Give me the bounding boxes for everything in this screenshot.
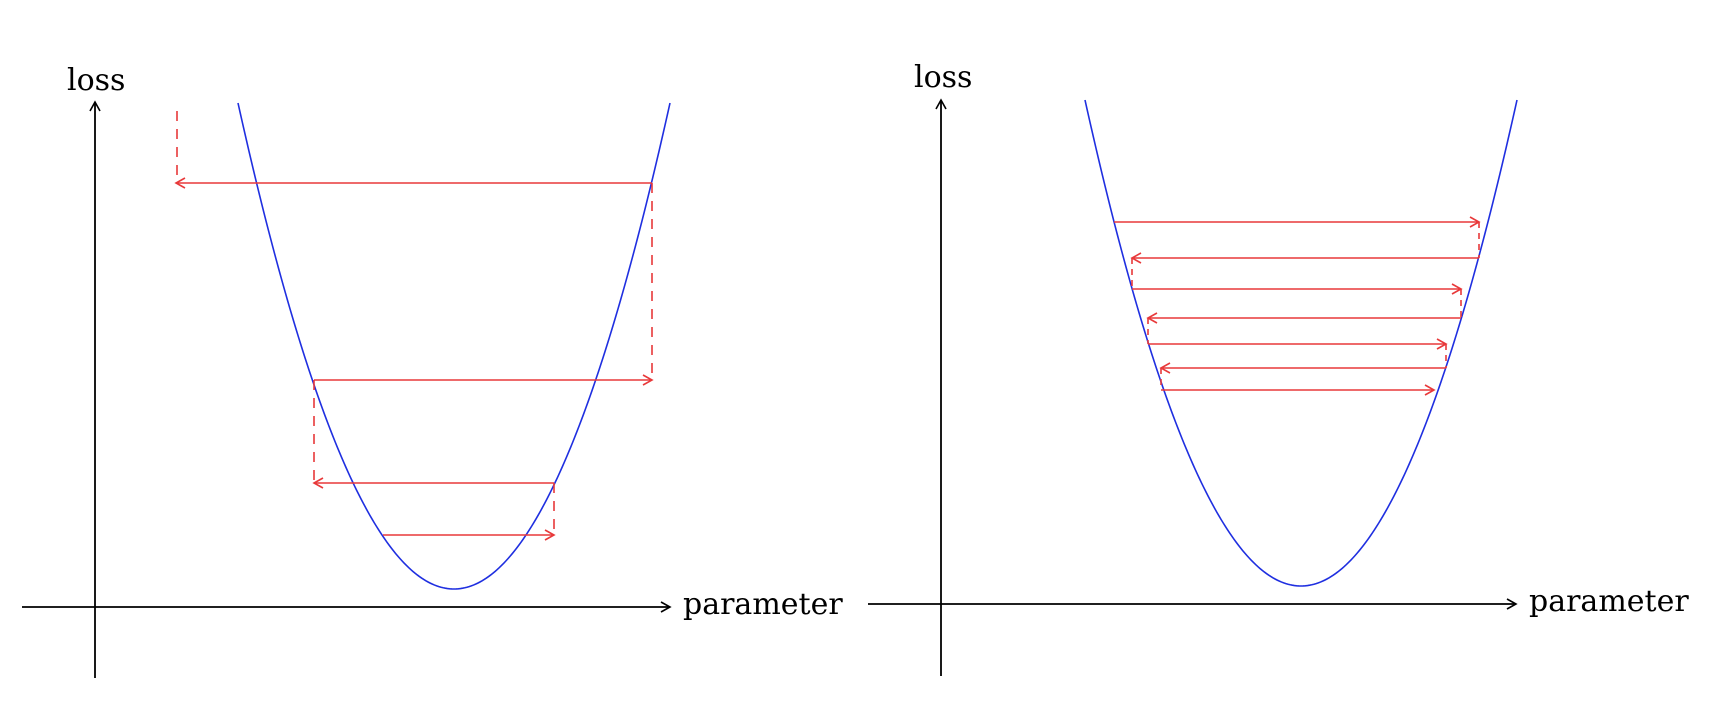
gradient-steps xyxy=(1114,216,1481,396)
loss-curve xyxy=(237,102,671,590)
loss-curve xyxy=(1084,99,1518,587)
gradient-steps xyxy=(174,111,654,541)
panel-left: loss parameter xyxy=(22,63,843,678)
y-axis-label: loss xyxy=(914,60,972,95)
panel-right: loss parameter xyxy=(868,60,1689,676)
y-axis-label: loss xyxy=(67,63,125,98)
x-axis-label: parameter xyxy=(683,587,843,622)
x-axis-label: parameter xyxy=(1529,584,1689,619)
